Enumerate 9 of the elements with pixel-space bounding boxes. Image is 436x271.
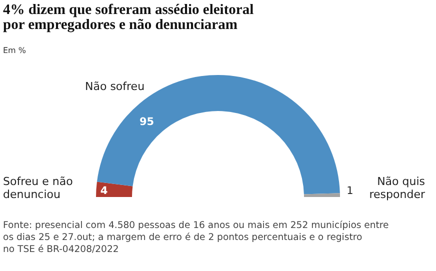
chart-title: 4% dizem que sofreram assédio eleitoral por empregadores e não denunciaram — [3, 2, 254, 33]
data-label: 1 — [346, 185, 354, 197]
slice-label: Não quis responder — [369, 175, 426, 201]
slice-label: Sofreu e não denunciou — [3, 175, 74, 201]
slice-label: Não sofreu — [85, 80, 145, 93]
source-note: Fonte: presencial com 4.580 pessoas de 16 anos ou mais em 252 municípios entre os dias 25 e 27.out; a margem de erro é de 2 pontos percentuais e o registro no TSE é BR-04208/2022 — [3, 220, 390, 255]
data-label: 95 — [139, 116, 154, 128]
data-label: 4 — [100, 185, 108, 197]
chart-subtitle: Em % — [3, 46, 26, 55]
